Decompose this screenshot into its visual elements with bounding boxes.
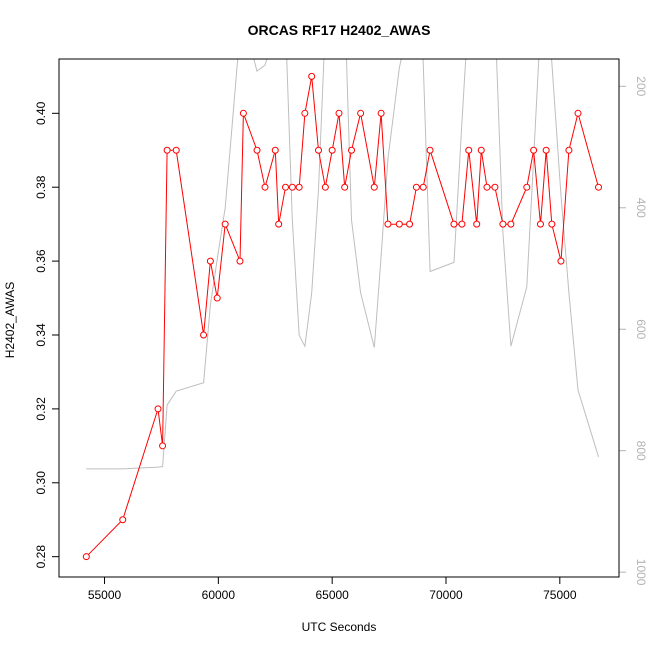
data-point [530,146,538,154]
y2-tick-label: 800 [634,441,648,461]
data-point [574,109,582,117]
secondary-series-line [86,59,599,470]
data-point [483,183,491,191]
data-point [315,146,323,154]
data-point [507,220,515,228]
data-point [595,183,603,191]
data-point [321,183,329,191]
data-point [348,146,356,154]
data-point [271,146,279,154]
data-point [163,146,171,154]
data-point [565,146,573,154]
data-point [253,146,261,154]
data-point [119,516,127,524]
data-point [426,146,434,154]
data-point [458,220,466,228]
data-point [221,220,229,228]
data-point [261,183,269,191]
data-point [406,220,414,228]
x-axis-label: UTC Seconds [302,620,377,634]
x-tick-label: 60000 [202,588,236,602]
y-tick-label: 0.32 [34,397,48,421]
data-point [275,220,283,228]
data-point [377,109,385,117]
y2-tick-label: 400 [634,198,648,218]
data-point [465,146,473,154]
data-point [154,405,162,413]
data-point [236,257,244,265]
data-point [172,146,180,154]
data-point [499,220,507,228]
data-point [542,146,550,154]
data-point [159,442,167,450]
data-point [395,220,403,228]
data-point [450,220,458,228]
data-point [341,183,349,191]
x-tick-label: 55000 [88,588,122,602]
data-point [288,183,296,191]
data-point [548,220,556,228]
x-tick-label: 75000 [543,588,577,602]
data-point [419,183,427,191]
data-point [308,72,316,80]
data-point [239,109,247,117]
data-point [328,146,336,154]
primary-series-line [85,76,599,558]
data-point [473,220,481,228]
data-point [295,183,303,191]
data-point [82,553,90,561]
data-point [536,220,544,228]
data-point [200,331,208,339]
y2-tick-label: 1000 [634,559,648,586]
data-point [357,109,365,117]
y-tick-label: 0.30 [34,471,48,495]
y2-tick-label: 600 [634,319,648,339]
y-tick-label: 0.36 [34,249,48,273]
y-tick-label: 0.28 [34,545,48,569]
y2-tick-label: 200 [634,76,648,96]
y-tick-label: 0.40 [34,101,48,125]
data-point [282,183,290,191]
x-tick-label: 65000 [315,588,349,602]
series-layer [82,59,603,561]
y-tick-label: 0.38 [34,175,48,199]
data-point [384,220,392,228]
plot-frame [58,58,620,578]
data-point [335,109,343,117]
x-tick-label: 70000 [429,588,463,602]
data-point [523,183,531,191]
y-tick-label: 0.34 [34,323,48,347]
data-point [557,257,565,265]
data-point [477,146,485,154]
y-axis-label: H2402_AWAS [3,282,17,358]
data-point [370,183,378,191]
chart-title: ORCAS RF17 H2402_AWAS [248,22,431,38]
data-point [206,257,214,265]
data-point [301,109,309,117]
data-point [491,183,499,191]
data-point [412,183,420,191]
data-point [213,294,221,302]
axes: 55000 60000 65000 70000 75000 0.28 0.30 0.32 0.3… [34,76,648,602]
